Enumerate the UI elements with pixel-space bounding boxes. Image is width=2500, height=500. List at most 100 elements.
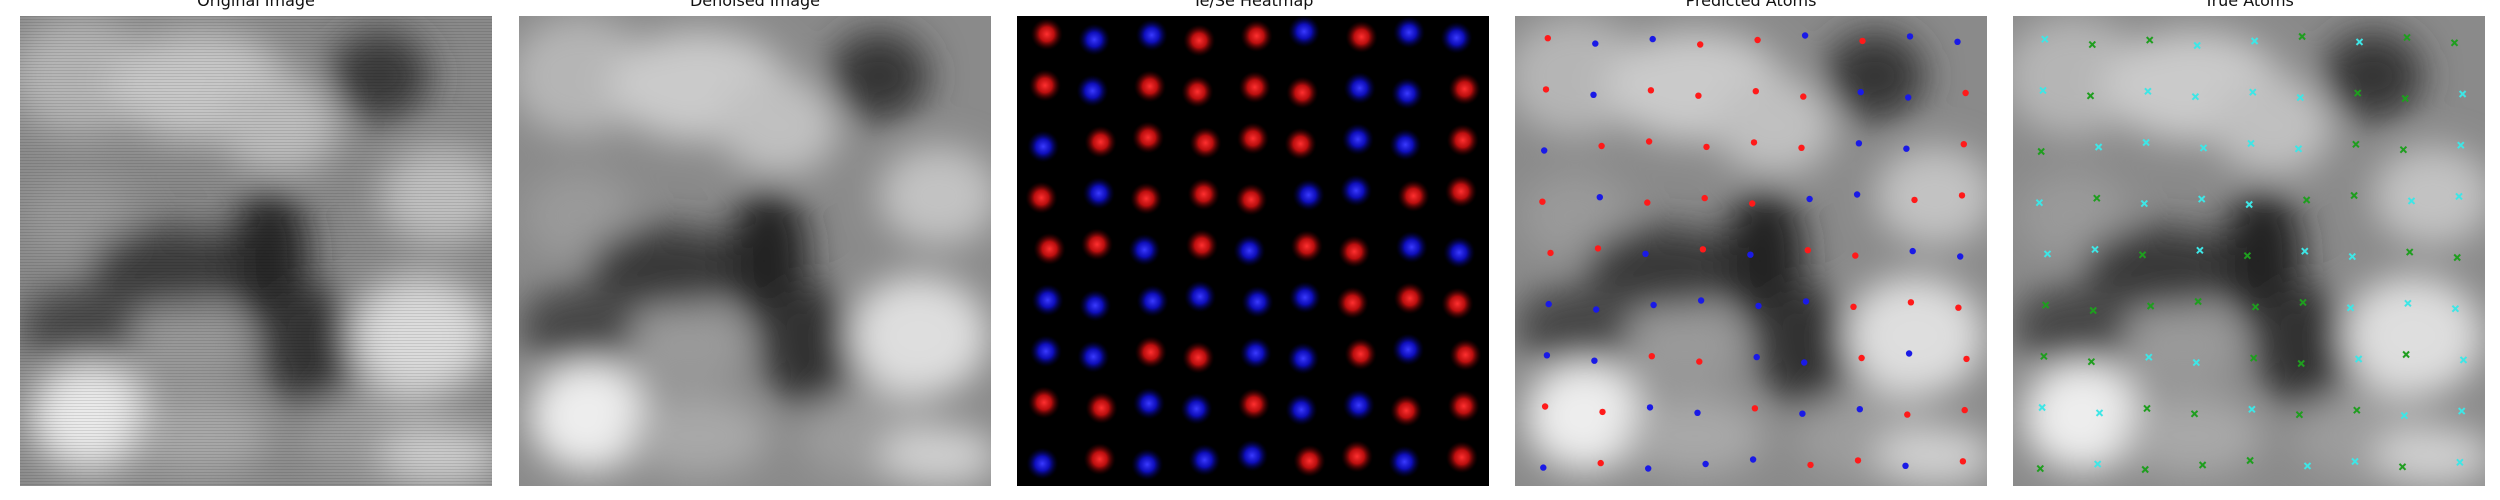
te-heatmap-spot (1083, 443, 1116, 476)
true-te-atom (2193, 41, 2201, 50)
predicted-te-atom (1547, 249, 1554, 257)
te-heatmap-spot (1133, 70, 1166, 103)
te-heatmap-spot (1030, 18, 1063, 51)
te-heatmap-spot (1081, 228, 1113, 261)
se-heatmap-spot (1239, 337, 1272, 370)
predicted-te-atom (1597, 459, 1604, 467)
predicted-se-atom (1902, 462, 1909, 469)
true-te-atom (2459, 356, 2468, 364)
predicted-te-atom (1695, 92, 1702, 99)
predicted-te-atom (1960, 141, 1967, 148)
predicted-atoms-title: Predicted Atoms (1685, 0, 1817, 10)
true-se-atom (2350, 191, 2358, 200)
te-heatmap-spot (1284, 127, 1317, 160)
predicted-te-atom (1594, 245, 1602, 252)
se-heatmap-spot (1388, 445, 1421, 478)
true-te-atom (2355, 38, 2364, 46)
true-te-atom (2140, 199, 2149, 208)
se-heatmap-spot (1233, 234, 1266, 267)
se-heatmap-spot (1340, 174, 1373, 207)
predicted-te-atom (1751, 405, 1759, 412)
predicted-se-atom (1954, 38, 1961, 45)
predicted-te-atom (1544, 35, 1551, 42)
true-te-atom (2457, 407, 2466, 415)
predicted-te-atom (1859, 37, 1866, 45)
true-te-atom (2351, 457, 2359, 466)
se-heatmap-spot (1128, 233, 1161, 266)
se-heatmap-spot (1443, 236, 1476, 269)
se-heatmap-spot (1180, 392, 1213, 425)
heatmap-title: Te/Se Heatmap (1192, 0, 1314, 10)
predicted-se-atom (1545, 300, 1552, 308)
te-heatmap-spot (1189, 126, 1222, 159)
se-heatmap-spot (1135, 19, 1168, 52)
true-te-atom (2400, 411, 2409, 420)
true-se-atom (2088, 40, 2097, 49)
predicted-te-atom (1541, 403, 1549, 410)
predicted-se-atom (1540, 464, 1547, 471)
predicted-te-atom (1963, 355, 1970, 363)
se-heatmap-spot (1288, 16, 1321, 48)
te-heatmap-spot (1441, 287, 1474, 320)
te-heatmap-spot (1085, 391, 1118, 424)
predicted-se-atom (1957, 253, 1964, 260)
true-te-atom (2039, 86, 2047, 95)
true-te-atom (2404, 299, 2412, 308)
true-te-atom (2043, 250, 2052, 258)
te-heatmap-spot (1341, 440, 1373, 473)
predicted-te-atom (1645, 138, 1653, 145)
true-se-atom (2399, 145, 2408, 154)
true-se-atom (2198, 461, 2207, 469)
true-te-atom (2038, 403, 2046, 412)
denoised-image-title: Denoised Image (689, 0, 821, 10)
predicted-te-atom (1961, 406, 1968, 414)
predicted-atoms-image (1515, 16, 1987, 486)
true-se-atom (2093, 194, 2101, 202)
predicted-te-atom (1754, 36, 1761, 44)
predicted-te-atom (1647, 87, 1655, 94)
true-se-atom (2037, 147, 2045, 156)
predicted-te-atom (1798, 144, 1805, 151)
predicted-se-atom (1856, 406, 1863, 413)
predicted-te-atom (1962, 89, 1969, 97)
true-atoms-image (2013, 16, 2485, 486)
predicted-te-atom (1701, 194, 1708, 202)
predicted-se-atom (1702, 460, 1709, 468)
te-heatmap-spot (1345, 20, 1378, 53)
true-se-atom (2138, 251, 2147, 259)
original-image-title: Original Image (197, 0, 315, 10)
predicted-te-atom (1852, 252, 1859, 259)
se-heatmap-spot (1341, 123, 1374, 156)
true-te-atom (2303, 462, 2312, 470)
predicted-se-atom (1806, 195, 1813, 203)
true-te-atom (2144, 87, 2152, 96)
true-se-atom (2246, 456, 2254, 465)
se-heatmap-spot (1136, 285, 1169, 317)
true-se-atom (2249, 354, 2258, 362)
true-te-atom (2451, 304, 2460, 313)
te-heatmap-spot (1445, 175, 1477, 208)
se-heatmap-spot (1343, 72, 1376, 105)
predicted-se-atom (1645, 465, 1652, 472)
predicted-te-atom (1542, 86, 1550, 93)
predicted-se-atom (1543, 352, 1551, 359)
se-heatmap-spot (1031, 284, 1064, 317)
te-heatmap-spot (1338, 235, 1371, 268)
true-te-atom (2457, 141, 2465, 149)
se-heatmap-spot (1342, 389, 1375, 422)
true-te-atom (2296, 93, 2305, 102)
true-se-atom (2450, 39, 2459, 47)
true-te-atom (2250, 37, 2259, 45)
te-heatmap-spot (1235, 183, 1268, 216)
true-se-atom (2295, 410, 2304, 419)
true-te-atom (2245, 200, 2253, 209)
se-heatmap-spot (1392, 333, 1425, 366)
predicted-te-atom (1697, 41, 1704, 48)
predicted-te-atom (1850, 303, 1857, 310)
te-heatmap-spot (1290, 230, 1323, 263)
true-se-atom (2041, 301, 2050, 309)
predicted-se-atom (1649, 35, 1656, 43)
true-se-atom (2353, 89, 2362, 97)
predicted-se-atom (1590, 91, 1597, 99)
true-te-atom (2247, 139, 2255, 148)
